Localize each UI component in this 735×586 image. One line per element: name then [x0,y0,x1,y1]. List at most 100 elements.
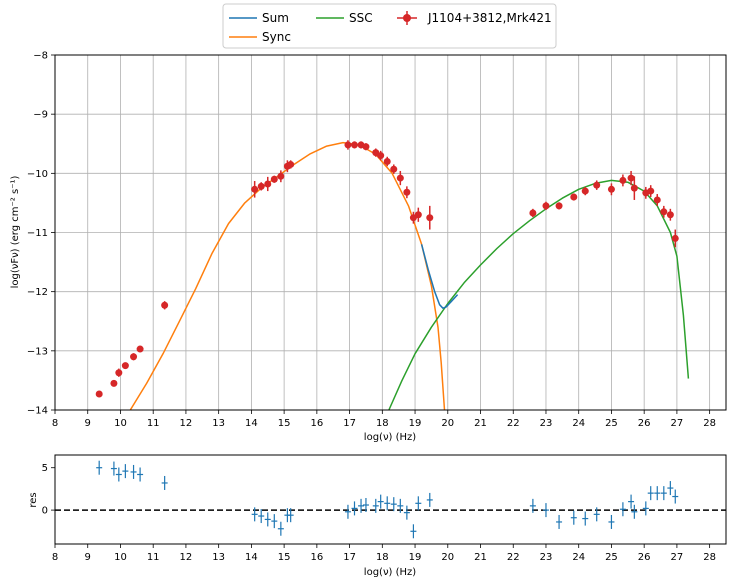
data-point [121,362,129,370]
residual-x-tick-label: 9 [85,552,91,563]
main-data-points [95,140,679,398]
residual-x-tick-label: 24 [572,552,585,563]
model-curve-ssc [388,179,690,411]
residual-x-tick-label: 28 [703,552,716,563]
residual-x-tick-label: 26 [638,552,651,563]
residual-axes-frame [54,454,727,545]
data-point [593,181,601,189]
residual-x-tick-label: 17 [343,552,356,563]
data-point [426,214,434,222]
data-point [110,379,118,387]
data-point [529,209,537,217]
data-point [377,152,385,160]
legend-sync-label: Sync [262,30,291,44]
data-point [607,185,615,193]
main-x-tick-label: 15 [278,418,291,429]
main-x-tick-label: 27 [671,418,684,429]
residual-x-tick-label: 8 [52,552,58,563]
main-x-tick-label: 16 [310,418,323,429]
legend-data-swatch-marker [403,14,411,22]
main-y-tick-label: −10 [27,169,48,180]
main-x-tick-label: 22 [507,418,520,429]
residual-x-label: log(ν) (Hz) [364,567,416,578]
residual-x-ticks: 8 9 10 11 12 13 14 15 16 17 18 19 20 21 22 23 24 25 26 27 28 [52,544,716,563]
main-x-tick-label: 11 [147,418,160,429]
legend: Sum SSC J1104+3812,Mrk421 Sync [222,3,557,49]
main-x-tick-label: 23 [540,418,553,429]
main-x-tick-label: 24 [572,418,585,429]
residual-x-tick-label: 25 [605,552,618,563]
main-x-tick-label: 19 [409,418,422,429]
data-point [390,165,398,173]
main-x-tick-label: 9 [85,418,91,429]
data-point [619,176,627,184]
data-point [277,172,285,180]
main-y-label: log(νFν) (erg cm⁻² s⁻¹) [10,176,21,289]
data-point [136,345,144,353]
main-y-tick-label: −9 [33,110,48,121]
data-point [630,184,638,192]
residual-points [96,460,679,539]
data-point [287,160,295,168]
data-point [350,141,358,149]
data-point [542,202,550,210]
residual-x-tick-label: 27 [671,552,684,563]
main-y-tick-label: −8 [33,51,48,62]
data-point [403,188,411,196]
data-point [344,141,352,149]
residual-x-tick-label: 11 [147,552,160,563]
data-point [627,174,635,182]
residual-x-tick-label: 12 [180,552,193,563]
residual-x-tick-label: 23 [540,552,553,563]
residual-y-ticks: 50 [42,463,55,517]
residual-plot: 8 9 10 11 12 13 14 15 16 17 18 19 20 21 22 23 24 25 26 27 28… [28,454,727,578]
data-point [264,180,272,188]
legend-sum-label: Sum [262,11,289,25]
main-x-tick-label: 20 [441,418,454,429]
main-y-tick-label: −11 [27,228,48,239]
main-x-tick-label: 13 [212,418,225,429]
main-x-tick-label: 25 [605,418,618,429]
residual-x-tick-label: 20 [441,552,454,563]
data-point [161,301,169,309]
data-point [653,196,661,204]
main-x-tick-label: 8 [52,418,58,429]
data-point [647,187,655,195]
main-x-tick-label: 21 [474,418,487,429]
data-point [666,211,674,219]
main-y-tick-label: −14 [27,406,48,417]
sed-plot: 8 9 10 11 12 13 14 15 16 17 18 19 20 21 22 23 24 25 26 27 28… [10,51,727,443]
legend-ssc-label: SSC [349,11,373,25]
data-point [414,211,422,219]
data-point [570,193,578,201]
data-point [555,202,563,210]
main-grid [54,54,726,411]
data-point [581,187,589,195]
data-point [257,182,265,190]
residual-x-tick-label: 22 [507,552,520,563]
main-x-tick-label: 12 [180,418,193,429]
main-curves [129,141,690,411]
main-x-tick-label: 14 [245,418,258,429]
data-point [251,185,259,193]
main-x-tick-label: 17 [343,418,356,429]
main-x-label: log(ν) (Hz) [364,432,416,443]
model-curve-sync [129,141,446,411]
residual-x-tick-label: 21 [474,552,487,563]
main-y-ticks: −8 −9 −10 −11 −12 −13 −14 [27,51,55,417]
residual-x-tick-label: 14 [245,552,258,563]
residual-x-tick-label: 18 [376,552,389,563]
main-x-ticks: 8 9 10 11 12 13 14 15 16 17 18 19 20 21 22 23 24 25 26 27 28 [52,410,716,429]
data-point [95,390,103,398]
main-x-tick-label: 18 [376,418,389,429]
main-x-tick-label: 10 [114,418,127,429]
residual-x-tick-label: 16 [310,552,323,563]
residual-x-tick-label: 13 [212,552,225,563]
model-curve-sum [420,244,459,309]
main-y-tick-label: −12 [27,287,48,298]
data-point [671,234,679,242]
residual-x-tick-label: 15 [278,552,291,563]
residual-y-label: res [28,492,39,507]
data-point [130,353,138,361]
